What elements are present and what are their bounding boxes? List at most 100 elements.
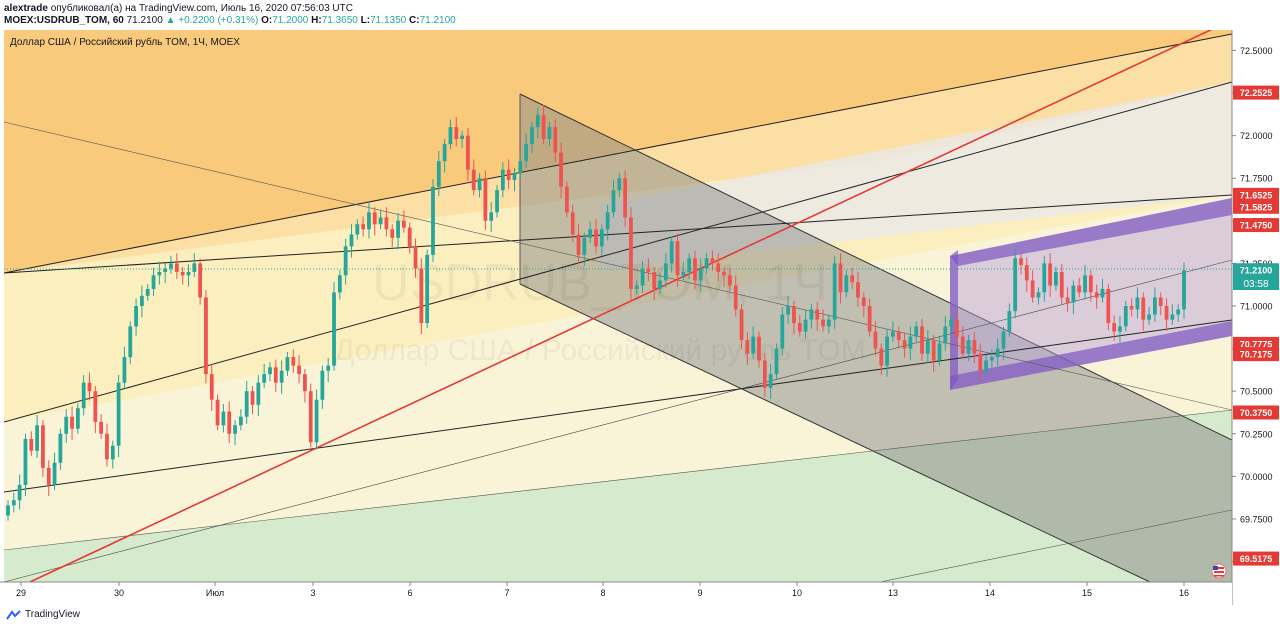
candle[interactable] [384,207,389,237]
candle[interactable] [314,389,319,450]
candle[interactable] [838,253,843,304]
candle[interactable] [826,314,831,334]
candle[interactable] [192,253,197,278]
candle[interactable] [41,420,45,478]
symbol-label[interactable]: MOEX:USDRUB_TOM, 60 [4,15,124,26]
candle[interactable] [268,362,272,382]
candle[interactable] [506,159,511,190]
candle[interactable] [70,406,74,440]
candle[interactable] [821,309,825,332]
candle[interactable] [1147,306,1151,325]
candle[interactable] [588,221,593,243]
candle[interactable] [372,207,377,236]
candle[interactable] [75,403,80,434]
candle[interactable] [477,173,482,198]
candle[interactable] [1135,287,1140,319]
candle[interactable] [128,321,133,365]
candle[interactable] [64,409,69,443]
candle[interactable] [1176,304,1181,322]
candle[interactable] [419,258,424,335]
candle[interactable] [646,258,651,282]
candle[interactable] [163,263,168,284]
fan-line-5[interactable] [4,319,1232,493]
candle[interactable] [471,159,476,196]
candle[interactable] [815,301,820,331]
candle[interactable] [640,260,645,293]
candle[interactable] [570,204,575,242]
candle[interactable] [797,315,802,337]
candle[interactable] [757,331,761,368]
candle[interactable] [698,258,703,292]
candle[interactable] [1071,280,1076,314]
candle[interactable] [17,474,22,510]
candle[interactable] [1048,253,1052,297]
candle[interactable] [792,300,796,335]
candle[interactable] [198,258,203,305]
candle[interactable] [52,452,57,490]
candle[interactable] [716,253,721,282]
candle[interactable] [407,222,412,254]
candle[interactable] [885,329,889,377]
candle[interactable] [896,326,901,348]
time-axis[interactable] [0,582,1232,605]
candle[interactable] [978,343,983,382]
candle[interactable] [745,332,750,365]
candle[interactable] [960,326,965,359]
candle[interactable] [46,460,51,497]
candle[interactable] [879,343,884,375]
candle[interactable] [262,363,267,388]
candle[interactable] [215,394,220,431]
candle[interactable] [547,122,552,147]
candle[interactable] [925,329,930,363]
candle[interactable] [209,363,214,411]
candle[interactable] [81,375,86,416]
candle[interactable] [308,383,313,448]
candle[interactable] [349,224,354,258]
candle[interactable] [279,360,284,394]
candle[interactable] [541,104,546,145]
candle[interactable] [1007,303,1012,337]
candle[interactable] [227,401,232,443]
candle[interactable] [629,207,633,301]
candle[interactable] [617,173,622,198]
candle[interactable] [250,386,255,415]
candle[interactable] [244,380,249,424]
candle[interactable] [343,238,348,285]
candle[interactable] [1182,262,1186,319]
candle[interactable] [489,202,494,233]
candle[interactable] [972,332,977,363]
candle[interactable] [303,369,307,403]
candle[interactable] [704,253,709,274]
candle[interactable] [436,150,441,196]
candle[interactable] [355,219,360,240]
us-flag-icon[interactable] [1211,563,1227,579]
candle[interactable] [1042,255,1047,302]
candle[interactable] [337,270,342,300]
candle[interactable] [460,130,464,149]
candle[interactable] [99,414,104,439]
candle[interactable] [367,202,371,239]
candle[interactable] [116,375,121,457]
candle[interactable] [390,224,395,248]
candle[interactable] [949,314,954,336]
candle[interactable] [1030,270,1035,303]
candle[interactable] [495,185,499,218]
candle[interactable] [850,267,855,290]
chart-area[interactable]: USDRUB_TOM, 1Ч Доллар США / Российский р… [0,30,1280,628]
candle[interactable] [891,321,895,342]
candle[interactable] [902,332,907,358]
author-name[interactable]: alextrade [4,3,48,14]
candle[interactable] [326,357,331,382]
candle[interactable] [1083,265,1087,300]
candle[interactable] [186,264,191,287]
candle[interactable] [594,219,598,254]
candle[interactable] [1123,300,1128,332]
candle[interactable] [140,285,144,318]
candle[interactable] [180,266,185,285]
candle[interactable] [23,433,28,497]
candle[interactable] [751,326,756,359]
candle[interactable] [908,326,913,360]
fan-line-2[interactable] [4,81,1232,423]
candle[interactable] [1019,253,1023,275]
candle[interactable] [332,282,336,371]
